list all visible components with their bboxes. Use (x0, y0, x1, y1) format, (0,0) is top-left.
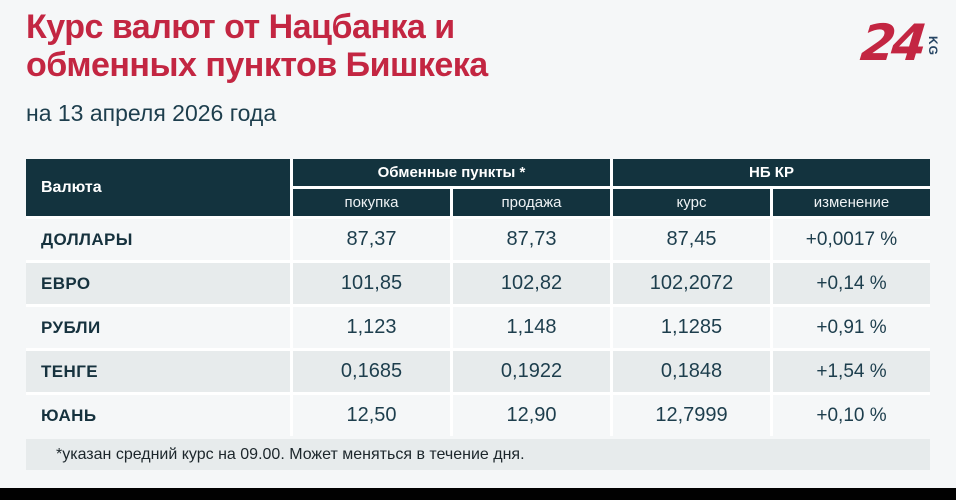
footnote: *указан средний курс на 09.00. Может мен… (26, 439, 930, 470)
row-yuan-rate: 12,7999 (613, 395, 770, 436)
row-yuan-name: ЮАНЬ (26, 395, 290, 436)
title-line-1: Курс валют от Нацбанка и (26, 8, 455, 46)
row-euro-buy: 101,85 (293, 263, 450, 304)
bottom-bar (0, 488, 956, 500)
row-yuan-buy: 12,50 (293, 395, 450, 436)
column-header-sell: продажа (453, 189, 610, 216)
date-subtitle: на 13 апреля 2026 года (26, 100, 277, 126)
column-header-rate: курс (613, 189, 770, 216)
row-dollars-change: +0,0017 % (773, 219, 930, 260)
row-dollars-buy: 87,37 (293, 219, 450, 260)
row-rubles-buy: 1,123 (293, 307, 450, 348)
row-tenge-change: +1,54 % (773, 351, 930, 392)
column-group-nbkr: НБ КР (613, 159, 930, 186)
column-header-change: изменение (773, 189, 930, 216)
row-rubles-sell: 1,148 (453, 307, 610, 348)
row-tenge-name: ТЕНГЕ (26, 351, 290, 392)
row-dollars-sell: 87,73 (453, 219, 610, 260)
page-title: Курс валют от Нацбанка и обменных пунктов… (26, 8, 488, 84)
row-yuan-sell: 12,90 (453, 395, 610, 436)
title-line-2: обменных пунктов Бишкека (26, 46, 488, 84)
row-euro-rate: 102,2072 (613, 263, 770, 304)
column-header-currency: Валюта (26, 159, 290, 216)
row-euro-sell: 102,82 (453, 263, 610, 304)
row-yuan-change: +0,10 % (773, 395, 930, 436)
row-rubles-name: РУБЛИ (26, 307, 290, 348)
row-tenge-sell: 0,1922 (453, 351, 610, 392)
column-group-exchange-offices: Обменные пункты * (293, 159, 610, 186)
row-rubles-rate: 1,1285 (613, 307, 770, 348)
row-euro-change: +0,14 % (773, 263, 930, 304)
row-tenge-rate: 0,1848 (613, 351, 770, 392)
row-tenge-buy: 0,1685 (293, 351, 450, 392)
logo-kg-label: KG (926, 36, 940, 56)
currency-rates-table: Валюта Обменные пункты * НБ КР покупка п… (26, 159, 930, 436)
row-dollars-name: ДОЛЛАРЫ (26, 219, 290, 260)
logo-24kg: 24 KG (858, 14, 940, 72)
column-header-buy: покупка (293, 189, 450, 216)
row-euro-name: ЕВРО (26, 263, 290, 304)
logo-24-icon: 24 (858, 14, 927, 72)
row-rubles-change: +0,91 % (773, 307, 930, 348)
row-dollars-rate: 87,45 (613, 219, 770, 260)
